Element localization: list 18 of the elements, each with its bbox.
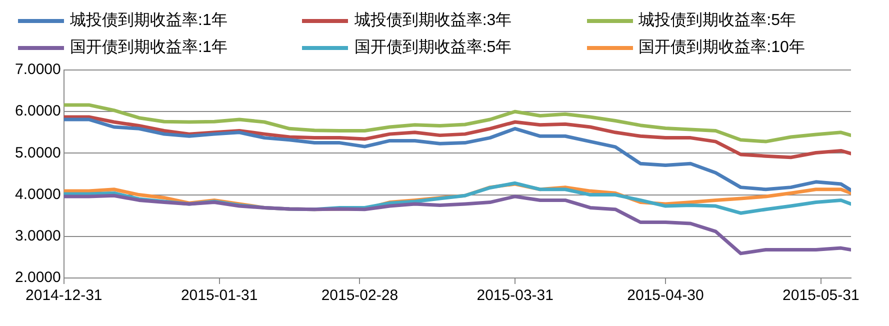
x-tick-label: 2015-02-28 [321, 287, 398, 304]
x-tick-label: 2015-05-31 [782, 287, 860, 304]
y-tick-label: 6.0000 [14, 102, 61, 120]
y-tick-label: 4.0000 [14, 186, 61, 203]
x-tick-label: 2014-12-31 [26, 287, 102, 304]
y-tick-label: 7.0000 [14, 61, 61, 78]
y-tick-label: 2.0000 [14, 269, 61, 286]
legend-label: 国开债到期收益率:10年 [638, 38, 805, 58]
x-tick-label: 2015-03-31 [476, 287, 554, 304]
x-tick-label: 2015-04-30 [627, 287, 704, 304]
legend-label: 城投债到期收益率:1年 [70, 10, 228, 31]
legend-label: 城投债到期收益率:5年 [638, 10, 796, 31]
y-tick-label: 5.0000 [14, 144, 61, 162]
x-tick-label: 2015-01-31 [180, 287, 258, 304]
y-tick-label: 3.0000 [14, 228, 61, 245]
legend-label: 国开债到期收益率:5年 [354, 38, 512, 58]
legend-label: 城投债到期收益率:3年 [354, 10, 512, 31]
legend-label: 国开债到期收益率:1年 [70, 38, 228, 58]
